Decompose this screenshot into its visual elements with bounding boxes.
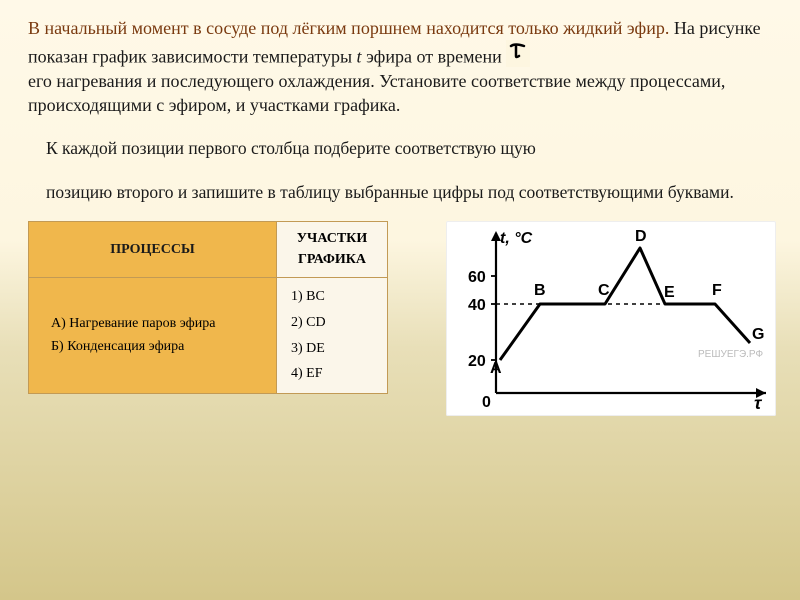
- ytick-40: 40: [468, 297, 486, 314]
- processes-cell: А) Нагревание паров эфира Б) Конденсация…: [29, 277, 277, 394]
- y-axis-label: t, °C: [500, 230, 533, 247]
- pt-C: C: [598, 282, 610, 299]
- header-processes: ПРОЦЕССЫ: [29, 221, 277, 277]
- watermark: РЕШУЕГЭ.РФ: [698, 349, 763, 360]
- intro-rest1b: эфира от времени: [362, 47, 502, 67]
- origin-zero: 0: [482, 394, 491, 409]
- header-parts: УЧАСТКИ ГРАФИКА: [277, 221, 388, 277]
- match-table: ПРОЦЕССЫ УЧАСТКИ ГРАФИКА А) Нагревание п…: [28, 221, 388, 395]
- pt-G: G: [752, 326, 764, 343]
- ytick-20: 20: [468, 353, 486, 370]
- pt-E: E: [664, 284, 675, 301]
- pt-F: F: [712, 282, 722, 299]
- chart: 20 40 60 0 t, °C τ A B C D E F G РЕШУЕГЭ…: [446, 221, 776, 416]
- instruction-line2: позицию второго и запишите в таблицу выб…: [28, 181, 776, 205]
- x-axis-label: τ: [754, 393, 763, 409]
- intro-rest2: его нагревания и последующего охлаждения…: [28, 71, 725, 115]
- problem-paragraph: В начальный момент в сосуде под лёгким п…: [28, 16, 776, 117]
- intro-accent: В начальный момент в сосуде под лёгким п…: [28, 18, 669, 38]
- ytick-60: 60: [468, 269, 486, 286]
- pt-D: D: [635, 228, 647, 245]
- options-cell: 1) BC 2) CD 3) DE 4) EF: [277, 277, 388, 394]
- pt-A: A: [490, 360, 502, 377]
- tau-icon: [506, 40, 530, 66]
- instruction-line1: К каждой позиции первого столбца подбери…: [28, 137, 776, 161]
- pt-B: B: [534, 282, 546, 299]
